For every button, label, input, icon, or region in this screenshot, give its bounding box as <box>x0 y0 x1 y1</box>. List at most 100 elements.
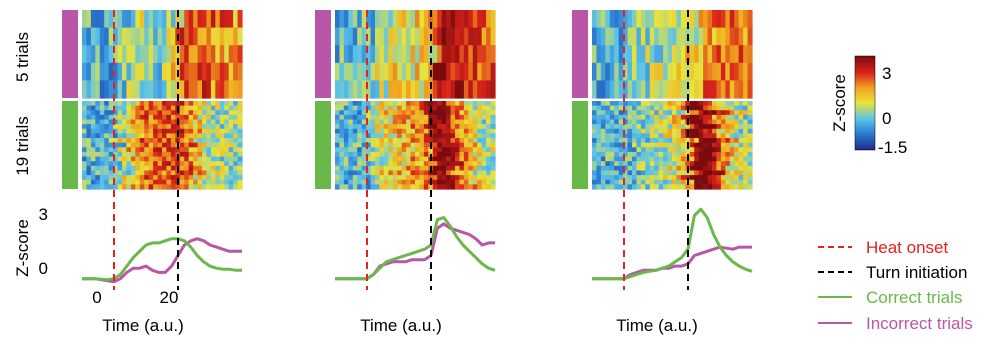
heatmap-cell <box>99 105 105 111</box>
heatmap-cell <box>437 151 443 158</box>
heatmap-cell <box>592 161 598 167</box>
heatmap-cell <box>729 101 735 107</box>
heatmap-cell <box>224 114 230 121</box>
heatmap-cell <box>672 105 678 111</box>
heatmap-cell <box>600 184 606 190</box>
heatmap-cell <box>676 124 682 130</box>
heatmap-cell <box>379 175 385 181</box>
heatmap-cell <box>437 179 443 185</box>
heatmap-cell <box>441 27 447 46</box>
heatmap-cell <box>618 105 624 111</box>
heatmap-cell <box>117 105 123 111</box>
heatmap-cell <box>219 105 225 111</box>
heatmap-cell <box>680 170 686 176</box>
heatmap-cell <box>446 105 452 111</box>
heatmap-cell <box>219 110 225 116</box>
heatmap-cell <box>86 165 92 172</box>
heatmap-cell <box>193 165 199 172</box>
heatmap-cell <box>193 142 199 148</box>
heatmap-cell <box>335 128 341 135</box>
heatmap-cell <box>658 151 664 158</box>
heatmap-cell <box>224 142 230 148</box>
heatmap-cell <box>698 147 704 153</box>
heatmap-cell <box>450 151 456 158</box>
heatmap-cell <box>672 184 678 190</box>
heatmap-cell <box>676 142 682 148</box>
heatmap-cell <box>86 138 92 144</box>
heatmap-cell <box>419 133 425 139</box>
heatmap-cell <box>747 114 753 121</box>
heatmap-cell <box>658 80 664 99</box>
heatmap-cell <box>729 161 735 167</box>
heatmap-cell <box>592 101 598 107</box>
heatmap-cell <box>437 101 443 107</box>
heatmap-cell <box>148 10 154 29</box>
heatmap-cell <box>463 124 469 130</box>
heatmap-cell <box>600 138 606 144</box>
heatmap-cell <box>703 184 709 190</box>
heatmap-cell <box>667 156 673 162</box>
heatmap-cell <box>184 80 190 99</box>
heatmap-cell <box>623 179 629 185</box>
heatmap-cell <box>609 151 615 158</box>
heatmap-cell <box>477 147 483 153</box>
heatmap-cell <box>175 184 181 190</box>
heatmap-cell <box>370 110 376 116</box>
heatmap-cell <box>99 80 105 99</box>
heatmap-cell <box>609 45 615 64</box>
heatmap-cell <box>720 62 726 81</box>
heatmap-cell <box>237 156 243 162</box>
heatmap-cell <box>455 119 461 125</box>
heatmap-cell <box>90 147 96 153</box>
heatmap-cell <box>197 10 203 29</box>
heatmap-cell <box>339 128 345 135</box>
heatmap-cell <box>738 62 744 81</box>
heatmap-cell <box>388 161 394 167</box>
heatmap-cell <box>210 184 216 190</box>
heatmap-cell <box>716 80 722 99</box>
heatmap-cell <box>477 124 483 130</box>
heatmap-cell <box>366 133 372 139</box>
heatmap-cell <box>729 170 735 176</box>
heatmap-cell <box>459 179 465 185</box>
heatmap-cell <box>379 161 385 167</box>
heatmap-cell <box>237 161 243 167</box>
heatmap-cell <box>188 80 194 99</box>
heatmap-cell <box>215 138 221 144</box>
heatmap-cell <box>707 10 713 29</box>
heatmap-cell <box>694 27 700 46</box>
heatmap-cell <box>86 45 92 64</box>
heatmap-cell <box>632 45 638 64</box>
heatmap-cell <box>202 151 208 158</box>
heatmap-cell <box>623 156 629 162</box>
heatmap-cell <box>743 10 749 29</box>
heatmap-cell <box>343 133 349 139</box>
heatmap-cell <box>348 105 354 111</box>
heatmap-cell <box>450 170 456 176</box>
heatmap-cell <box>383 119 389 125</box>
heatmap-cell <box>197 170 203 176</box>
heatmap-cell <box>99 151 105 158</box>
heatmap-cell <box>600 179 606 185</box>
heatmap-cell <box>90 179 96 185</box>
heatmap-cell <box>90 62 96 81</box>
heatmap-cell <box>685 147 691 153</box>
heatmap-cell <box>441 133 447 139</box>
heatmap-cell <box>193 62 199 81</box>
heatmap-cell <box>423 114 429 121</box>
group-strip-incorrect <box>572 10 588 98</box>
heatmap-cell <box>725 151 731 158</box>
heatmap-cell <box>410 142 416 148</box>
heatmap-cell <box>108 170 114 176</box>
heatmap-cell <box>117 10 123 29</box>
heatmap-cell <box>627 128 633 135</box>
heatmap-cell <box>667 138 673 144</box>
heatmap-cell <box>712 45 718 64</box>
heatmap-cell <box>689 156 695 162</box>
heatmap-cell <box>86 105 92 111</box>
heatmap-cell <box>415 114 421 121</box>
heatmap-cell <box>618 110 624 116</box>
heatmap-cell <box>348 142 354 148</box>
heatmap-cell <box>455 165 461 172</box>
heatmap-cell <box>184 142 190 148</box>
